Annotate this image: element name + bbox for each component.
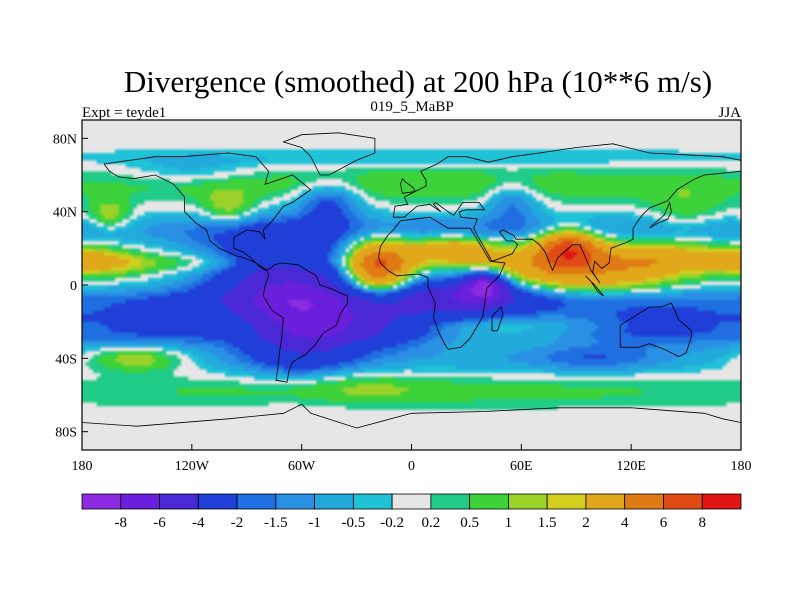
colorbar-swatch (236, 493, 277, 510)
subtitle-center: 019_5_MaBP (370, 99, 453, 115)
colorbar-label: 1 (505, 515, 513, 531)
colorbar-swatch (585, 493, 626, 510)
colorbar-label: -1 (308, 515, 321, 531)
colorbar-swatch (391, 493, 432, 510)
map-plot-area (81, 119, 742, 451)
coastline-4 (282, 132, 376, 176)
colorbar-label: 4 (621, 515, 629, 531)
colorbar-label: 0.5 (460, 515, 479, 531)
colorbar-label: 0.2 (422, 515, 441, 531)
colorbar-label: -0.5 (341, 515, 365, 531)
colorbar-label: -0.2 (380, 515, 404, 531)
x-tick-label: 180 (731, 459, 752, 474)
colorbar-swatch (120, 493, 160, 510)
colorbar-label: 2 (582, 515, 590, 531)
coastline-7 (649, 201, 672, 229)
colorbar-swatch (159, 493, 199, 510)
colorbar-swatch (469, 493, 509, 510)
colorbar-swatch (352, 493, 393, 510)
y-tick-label: 0 (70, 279, 77, 294)
colorbar-label: 6 (660, 515, 668, 531)
colorbar-swatch (546, 493, 587, 510)
colorbar-swatch (275, 493, 315, 510)
x-tick-label: 180 (72, 459, 93, 474)
colorbar-swatch (197, 493, 238, 510)
divergence-field (82, 120, 741, 450)
coastline-0 (103, 152, 348, 383)
x-tick-label: 120W (175, 459, 210, 474)
colorbar-swatch (430, 493, 471, 510)
y-tick-label: 80N (53, 132, 77, 147)
colorbar-label: -6 (153, 515, 166, 531)
colorbar-swatch (624, 493, 664, 510)
colorbar-label: -1.5 (264, 515, 288, 531)
y-axis: 80N 40N 0 40S 80S (53, 132, 88, 441)
y-tick-label: 80S (55, 426, 77, 441)
coastline-2 (392, 143, 741, 284)
coastline-1 (378, 216, 506, 350)
coastline-5 (82, 403, 741, 429)
x-tick-label: 120E (616, 459, 646, 474)
coastline-3 (619, 302, 692, 357)
colorbar: -8 -6 -4 -2 -1.5 -1 -0.5 -0.2 0.2 0.5 1 1.5 2 4 6 8 (81, 493, 742, 531)
x-axis: 180 120W 60W 0 60E 120E 180 (72, 444, 752, 474)
colorbar-swatch (663, 493, 703, 510)
colorbar-swatch (314, 493, 354, 510)
coastline-8 (585, 275, 605, 297)
colorbar-swatch (81, 493, 122, 510)
coastlines (82, 132, 741, 429)
colorbar-swatch (701, 493, 742, 510)
subtitle-right: JJA (718, 105, 741, 121)
colorbar-label: 1.5 (538, 515, 557, 531)
colorbar-label: -2 (231, 515, 244, 531)
x-tick-label: 0 (408, 459, 415, 474)
colorbar-swatch (508, 493, 548, 510)
colorbar-label: -8 (115, 515, 128, 531)
coastline-9 (491, 306, 504, 332)
chart-title: Divergence (smoothed) at 200 hPa (10**6 … (124, 64, 712, 99)
y-tick-label: 40N (53, 206, 77, 221)
x-tick-label: 60W (288, 459, 316, 474)
y-tick-label: 40S (55, 352, 77, 367)
coastline-6 (400, 177, 416, 194)
subtitle-left: Expt = teyde1 (82, 105, 166, 121)
x-tick-label: 60E (510, 459, 533, 474)
colorbar-label: -4 (192, 515, 205, 531)
colorbar-label: 8 (698, 515, 706, 531)
